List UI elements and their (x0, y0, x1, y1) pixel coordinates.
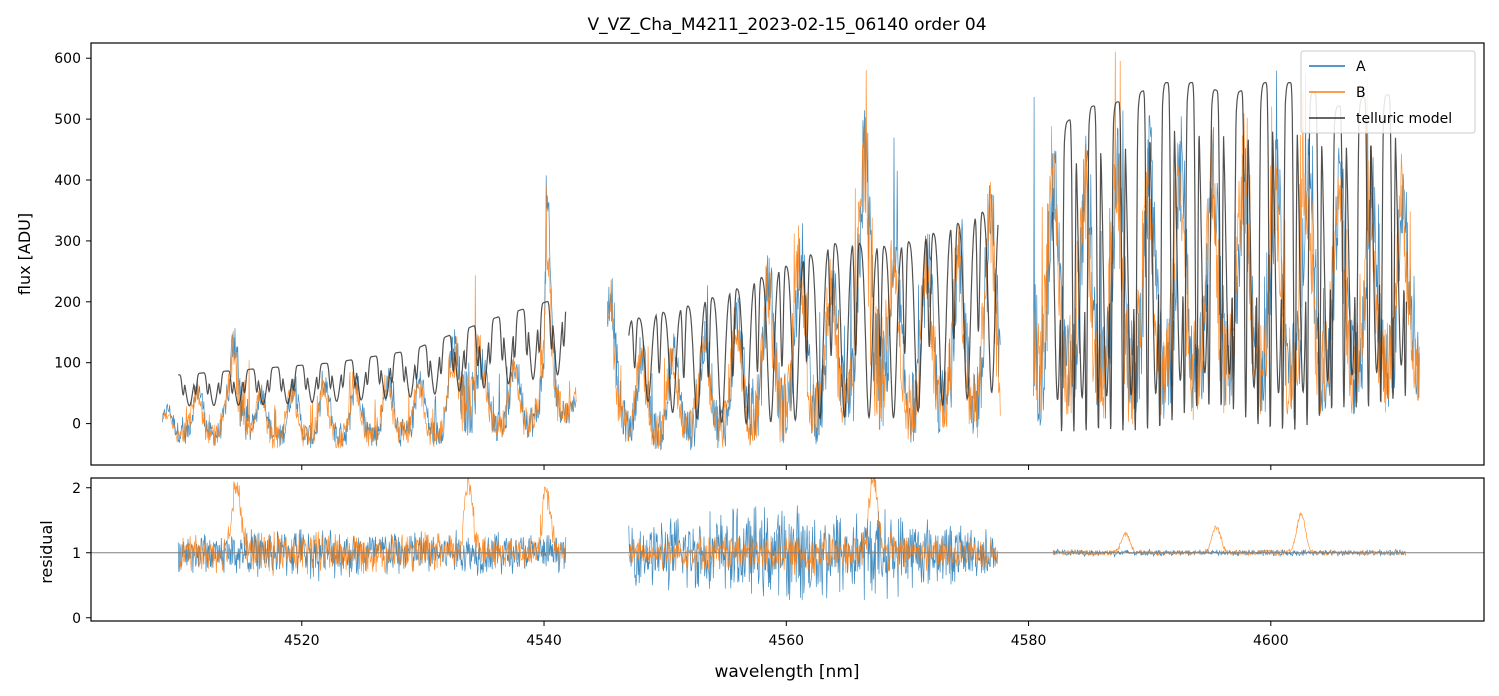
chart-title: V_VZ_Cha_M4211_2023-02-15_06140 order 04 (587, 15, 986, 35)
bottom-panel: 0 1 2 4520 4540 4560 4580 4600 residual wavele… (37, 477, 1485, 682)
top-ytick-label: 0 (72, 417, 81, 433)
legend: A B telluric model (1300, 50, 1476, 134)
top-ylabel: flux [ADU] (15, 213, 34, 295)
top-ytick-label: 200 (54, 295, 81, 311)
bottom-xtick-label: 4540 (526, 633, 562, 649)
top-ytick-label: 300 (54, 234, 81, 250)
legend-label-a: A (1356, 59, 1366, 75)
bottom-ytick-label: 2 (72, 481, 81, 497)
bottom-ytick-label: 0 (72, 611, 81, 627)
top-ytick-label: 600 (54, 51, 81, 67)
top-ytick-label: 400 (54, 173, 81, 189)
top-ytick-label: 500 (54, 112, 81, 128)
top-axes-frame (90, 42, 1485, 466)
legend-box (1300, 50, 1476, 134)
series-a-flux (162, 70, 1420, 451)
bottom-ytick-label: 1 (72, 546, 81, 562)
legend-label-model: telluric model (1356, 111, 1452, 127)
residual-a-segment (177, 529, 567, 582)
legend-label-b: B (1356, 85, 1366, 101)
telluric-model-segment (628, 211, 999, 425)
bottom-xlabel: wavelength [nm] (714, 662, 859, 682)
bottom-xtick-label: 4560 (768, 633, 804, 649)
telluric-model-segment (178, 301, 567, 407)
bottom-ylabel: residual (37, 520, 56, 583)
bottom-xtick-label: 4520 (284, 633, 320, 649)
residual-b-segment (628, 478, 999, 576)
top-panel: 0 100 200 300 400 500 600 flux [ADU] (15, 42, 1485, 470)
bottom-xtick-label: 4580 (1011, 633, 1047, 649)
bottom-axes-frame (90, 477, 1485, 622)
residual-b-segment (1052, 512, 1407, 557)
telluric-model-segment (1052, 82, 1407, 432)
top-ytick-label: 100 (54, 356, 81, 372)
residual-b-segment (178, 478, 567, 576)
bottom-xtick-label: 4600 (1253, 633, 1289, 649)
